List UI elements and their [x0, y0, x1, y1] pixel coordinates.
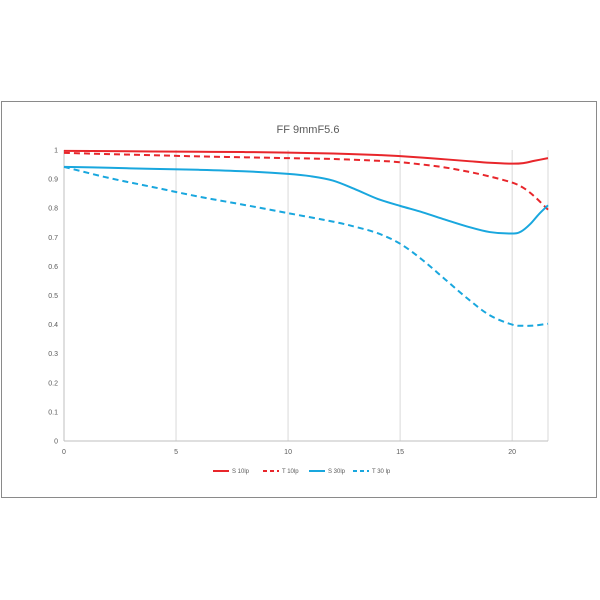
series-lines: [63, 149, 549, 327]
y-tick-label: 0.9: [48, 177, 58, 184]
legend-label-4: T 30 lp: [372, 469, 391, 475]
x-tick-label: 0: [62, 449, 66, 456]
y-tick-label: 0.4: [48, 322, 58, 329]
series-line-1: [63, 149, 549, 165]
y-tick-label: 0.6: [48, 264, 58, 271]
x-tick-label: 10: [284, 449, 292, 456]
chart-title: FF 9mmF5.6: [277, 124, 340, 136]
y-tick-label: 0: [54, 439, 58, 446]
y-tick-label: 0.7: [48, 235, 58, 242]
axes: 0 5 10 15 20 0 0.1 0.2 0.3 0.4 0.5 0.6 0.7 0.8 0.9 1: [48, 148, 548, 456]
x-tick-label: 5: [174, 449, 178, 456]
legend-label-1: S 10lp: [232, 469, 250, 475]
y-tick-label: 0.8: [48, 206, 58, 213]
x-tick-label: 20: [508, 449, 516, 456]
series-line-2: [63, 151, 549, 211]
y-tick-label: 0.1: [48, 409, 58, 416]
legend-label-3: S 30lp: [328, 469, 346, 475]
series-line-3: [63, 165, 549, 235]
legend-label-2: T 10lp: [282, 469, 299, 475]
y-tick-label: 0.3: [48, 351, 58, 358]
y-tick-label: 0.5: [48, 293, 58, 300]
grid-lines: [175, 150, 549, 441]
y-tick-label: 0.2: [48, 380, 58, 387]
legend: S 10lp T 10lp S 30lp T 30 lp: [213, 469, 391, 475]
y-tick-label: 1: [54, 148, 58, 155]
x-tick-label: 15: [396, 449, 404, 456]
series-line-4: [63, 165, 549, 327]
